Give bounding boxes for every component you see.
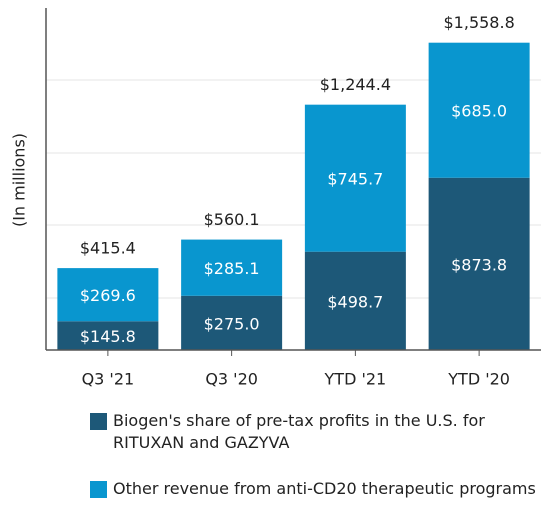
total-label: $1,558.8 bbox=[444, 13, 515, 32]
x-tick-label: Q3 '20 bbox=[205, 370, 258, 389]
x-tick-label: YTD '21 bbox=[324, 370, 387, 389]
value-label: $145.8 bbox=[80, 327, 136, 346]
legend-swatch bbox=[90, 481, 107, 498]
value-label: $498.7 bbox=[327, 292, 383, 311]
bar-segment bbox=[57, 268, 159, 322]
total-label: $1,244.4 bbox=[320, 75, 391, 94]
bar-segment bbox=[428, 177, 530, 350]
y-axis-label: (In millions) bbox=[10, 133, 29, 227]
legend-label: Biogen's share of pre-tax profits in the… bbox=[113, 411, 485, 452]
value-label: $873.8 bbox=[451, 255, 507, 274]
total-label: $560.1 bbox=[204, 210, 260, 229]
value-label: $275.0 bbox=[204, 314, 260, 333]
value-label: $745.7 bbox=[327, 170, 383, 189]
bar-segment bbox=[304, 251, 406, 350]
legend-item: Other revenue from anti-CD20 therapeutic… bbox=[90, 478, 541, 500]
value-label: $285.1 bbox=[204, 259, 260, 278]
legend-item: Biogen's share of pre-tax profits in the… bbox=[90, 410, 541, 454]
x-tick-label: YTD '20 bbox=[447, 370, 510, 389]
value-label: $269.6 bbox=[80, 286, 136, 305]
value-label: $685.0 bbox=[451, 102, 507, 121]
bar-segment bbox=[304, 104, 406, 252]
legend-label: Other revenue from anti-CD20 therapeutic… bbox=[113, 479, 536, 498]
bar-segment bbox=[181, 239, 283, 296]
bar-segment bbox=[428, 42, 530, 178]
bar-segment bbox=[181, 295, 283, 350]
legend-swatch bbox=[90, 413, 107, 430]
x-tick-label: Q3 '21 bbox=[82, 370, 135, 389]
chart: (In millions) $145.8 $269.6 $415.4 Q3 '21 $2… bbox=[10, 8, 541, 389]
total-label: $415.4 bbox=[80, 239, 136, 258]
bar-segment bbox=[57, 321, 159, 350]
